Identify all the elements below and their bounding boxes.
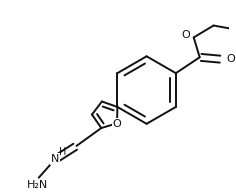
Text: H: H [59, 147, 66, 157]
Text: N: N [51, 154, 59, 164]
Text: O: O [181, 30, 190, 40]
Text: H₂N: H₂N [27, 180, 48, 190]
Text: O: O [113, 119, 121, 129]
Text: O: O [227, 54, 235, 64]
